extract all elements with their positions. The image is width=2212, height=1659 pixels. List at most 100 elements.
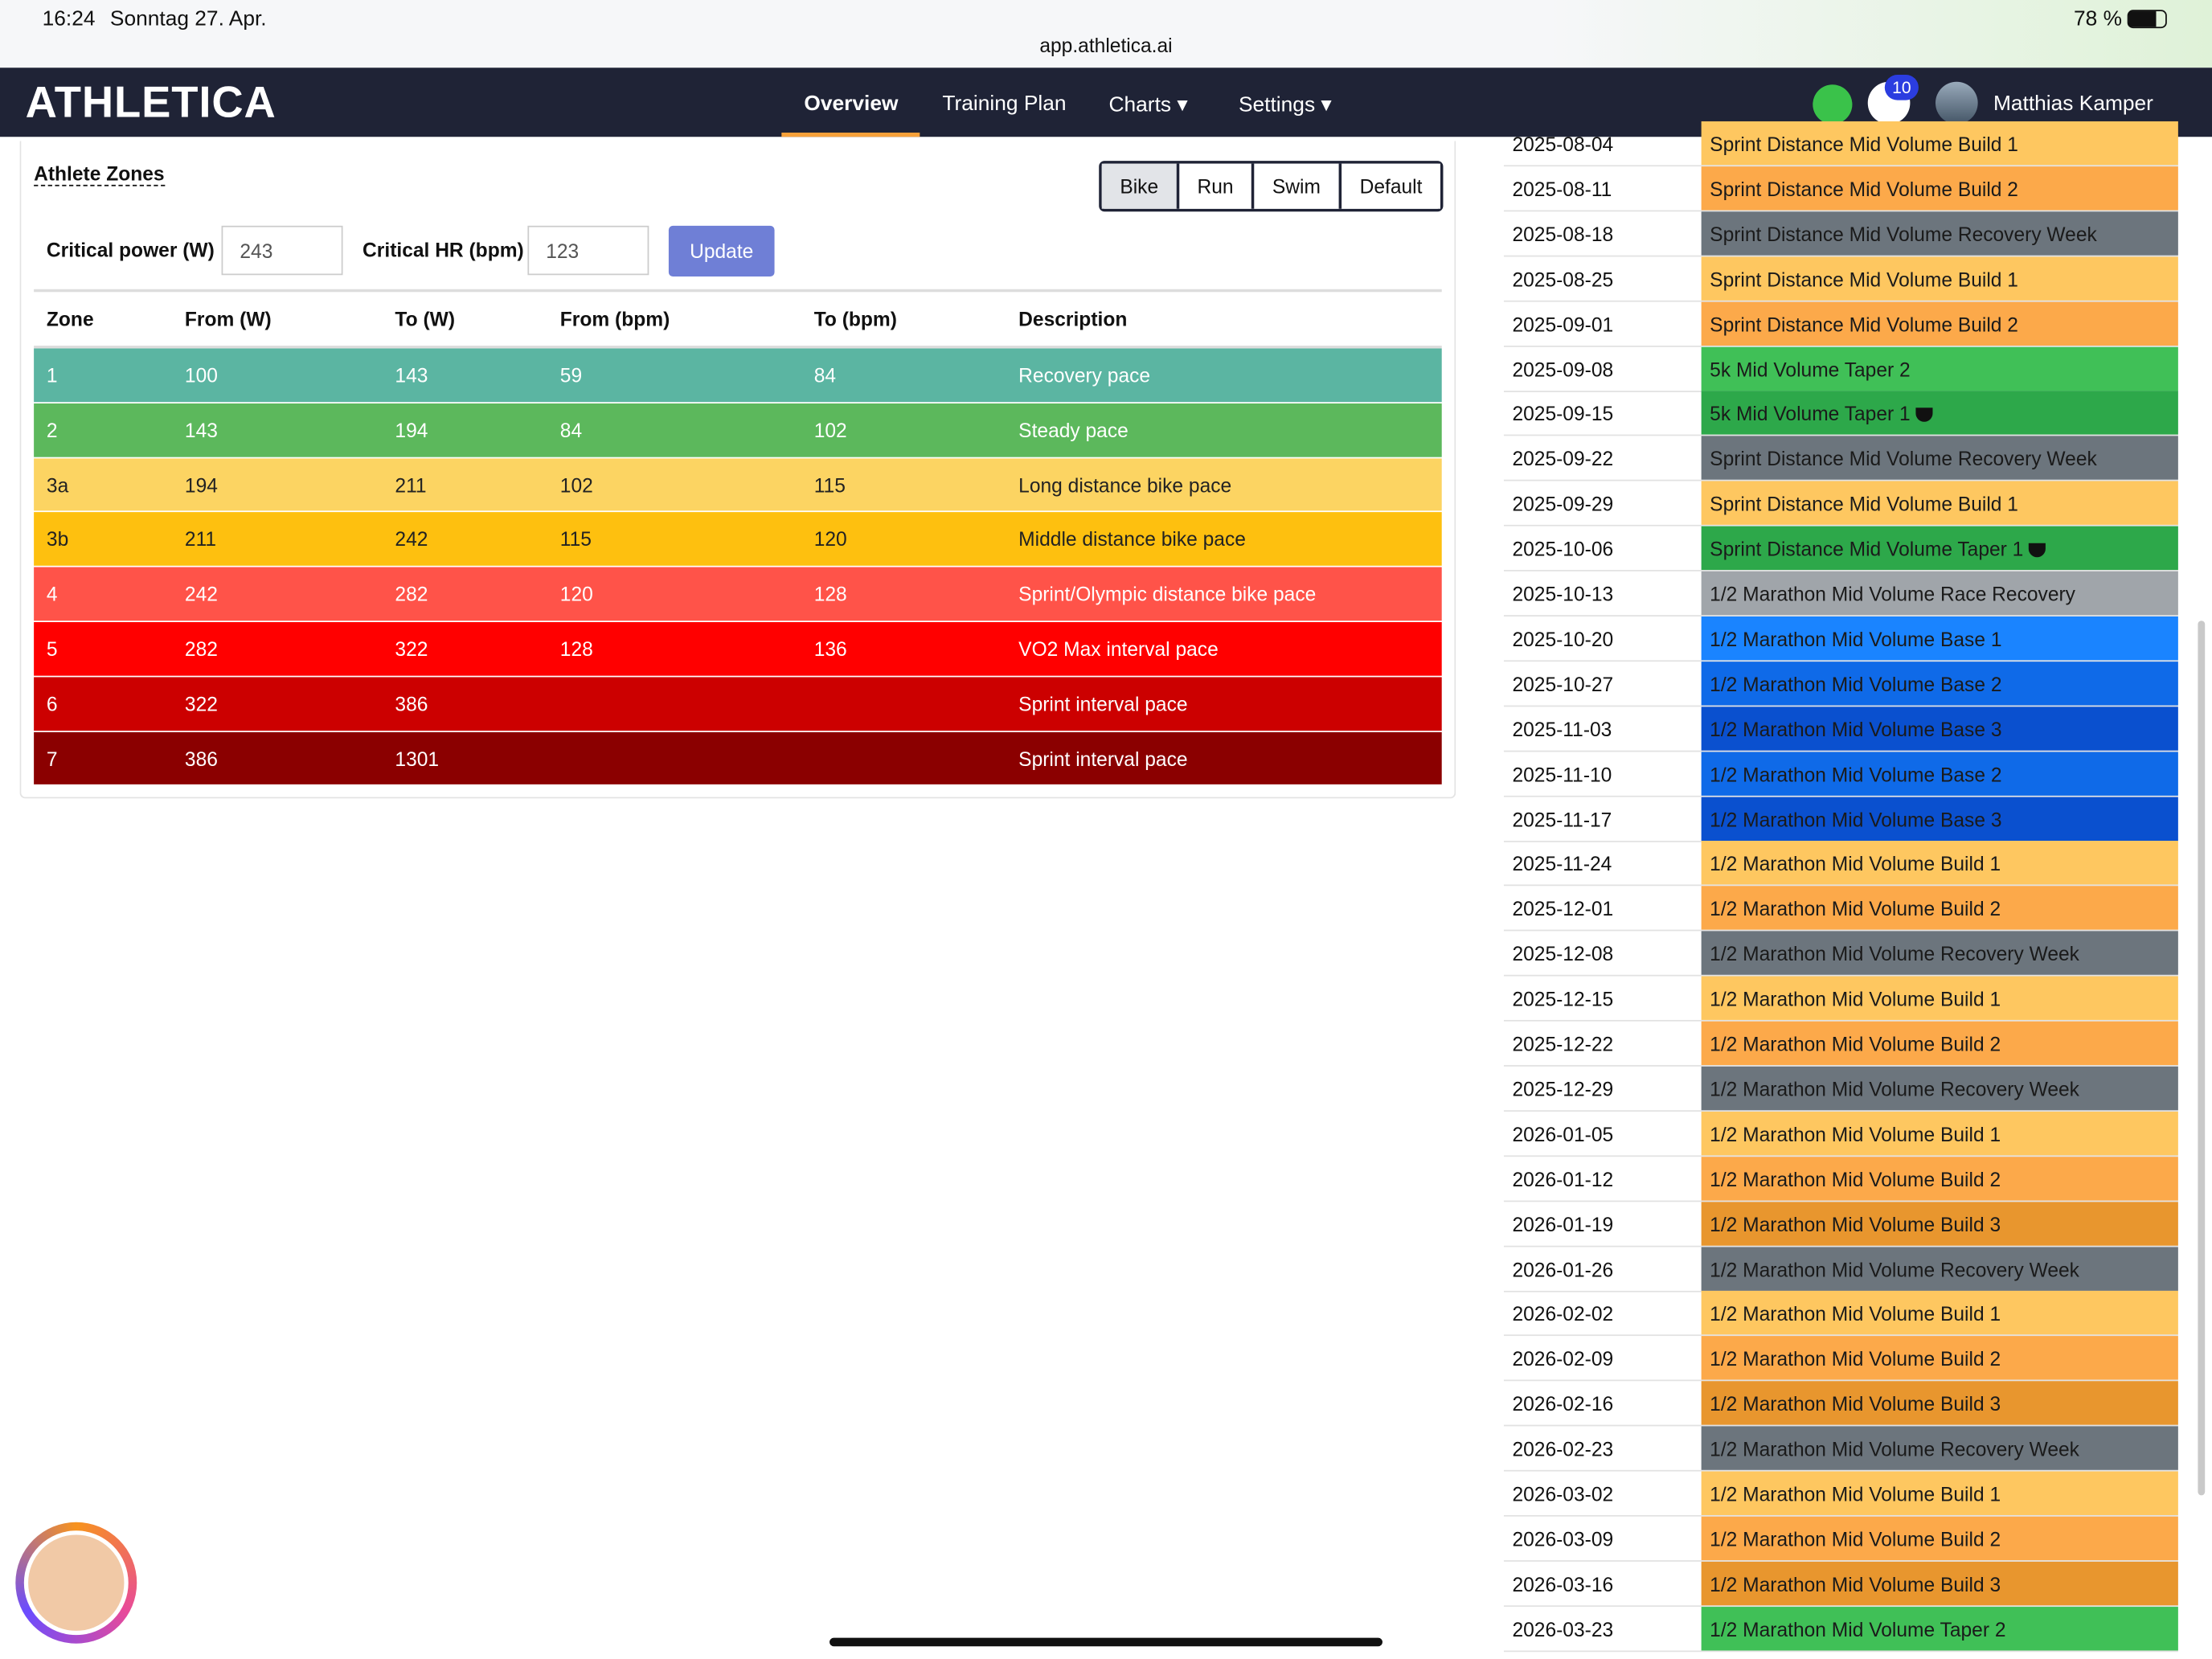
plan-date: 2025-09-08 [1512,357,1614,380]
plan-label[interactable]: Sprint Distance Mid Volume Build 1 [1710,492,2018,515]
plan-label[interactable]: 1/2 Marathon Mid Volume Build 2 [1710,1347,2001,1370]
plan-block[interactable] [1701,841,2178,886]
zone-cell: 143 [395,363,428,387]
status-ok [1813,84,1853,125]
nav-item[interactable]: Training Plan [942,92,1067,116]
plan-label[interactable]: 1/2 Marathon Mid Volume Build 1 [1710,1482,2001,1505]
sport-tab[interactable]: Swim [1251,163,1339,209]
plan-label[interactable]: 1/2 Marathon Mid Volume Build 1 [1710,1302,2001,1325]
plan-label[interactable]: Sprint Distance Mid Volume Recovery Week [1710,447,2097,470]
trophy-icon [2029,543,2046,558]
zone-row [34,348,1442,402]
plan-label[interactable]: 1/2 Marathon Mid Volume Build 3 [1710,1392,2001,1415]
plan-label[interactable]: Sprint Distance Mid Volume Recovery Week [1710,222,2097,246]
plan-block[interactable] [1701,481,2178,526]
plan-label[interactable]: 1/2 Marathon Mid Volume Build 2 [1710,1032,2001,1055]
plan-block[interactable] [1701,661,2178,706]
plan-block[interactable] [1701,571,2178,616]
plan-label[interactable]: 1/2 Marathon Mid Volume Build 1 [1710,1122,2001,1145]
home-indicator [829,1637,1382,1647]
plan-block[interactable] [1701,1561,2178,1605]
plan-row-rule [1503,1200,2178,1202]
plan-block[interactable] [1701,121,2178,166]
plan-block[interactable] [1701,616,2178,661]
plan-label[interactable]: 1/2 Marathon Mid Volume Recovery Week [1710,1077,2079,1100]
plan-block[interactable] [1701,1336,2178,1381]
assistant-avatar[interactable] [15,1522,137,1644]
plan-label[interactable]: 1/2 Marathon Mid Volume Base 1 [1710,627,2002,650]
plan-block[interactable] [1701,526,2178,571]
plan-label[interactable]: 1/2 Marathon Mid Volume Build 1 [1710,852,2001,875]
plan-block[interactable] [1701,751,2178,796]
plan-label[interactable]: 1/2 Marathon Mid Volume Base 2 [1710,762,2002,785]
plan-label[interactable]: 1/2 Marathon Mid Volume Build 1 [1710,987,2001,1010]
plan-block[interactable] [1701,706,2178,751]
plan-block[interactable] [1701,886,2178,931]
plan-block[interactable] [1701,346,2178,391]
plan-label[interactable]: 1/2 Marathon Mid Volume Build 2 [1710,1167,2001,1190]
plan-block[interactable] [1701,931,2178,976]
plan-label[interactable]: 5k Mid Volume Taper 2 [1710,357,1911,380]
plan-block[interactable] [1701,391,2178,436]
zone-cell: 211 [395,473,427,497]
zone-cell: 7 [46,747,58,770]
plan-block[interactable] [1701,1606,2178,1650]
plan-label[interactable]: Sprint Distance Mid Volume Build 2 [1710,177,2018,201]
plan-block[interactable] [1701,796,2178,841]
plan-block[interactable] [1701,211,2178,256]
plan-block[interactable] [1701,976,2178,1021]
plan-label[interactable]: 1/2 Marathon Mid Volume Build 3 [1710,1212,2001,1235]
plan-block[interactable] [1701,1021,2178,1066]
plan-label[interactable]: 1/2 Marathon Mid Volume Base 2 [1710,672,2002,695]
plan-block[interactable] [1701,1246,2178,1291]
plan-label[interactable]: 1/2 Marathon Mid Volume Base 3 [1710,807,2002,830]
plan-block[interactable] [1701,1156,2178,1201]
plan-date: 2026-01-19 [1512,1212,1614,1235]
zone-cell: 282 [395,583,428,606]
plan-label[interactable]: 1/2 Marathon Mid Volume Build 2 [1710,897,2001,920]
plan-label[interactable]: 5k Mid Volume Taper 1 [1710,403,1933,425]
sport-tab[interactable]: Default [1338,163,1440,209]
sport-tab[interactable]: Bike [1101,163,1177,209]
plan-row-rule [1503,1110,2178,1112]
plan-label[interactable]: 1/2 Marathon Mid Volume Recovery Week [1710,1437,2079,1460]
plan-block[interactable] [1701,256,2178,301]
zone-cell: 143 [184,418,218,441]
nav-item[interactable]: Overview [804,92,899,116]
plan-block[interactable] [1701,1066,2178,1111]
plan-label[interactable]: 1/2 Marathon Mid Volume Build 2 [1710,1527,2001,1550]
update-button[interactable]: Update [668,225,775,276]
plan-label[interactable]: 1/2 Marathon Mid Volume Taper 2 [1710,1617,2006,1641]
plan-date: 2026-03-02 [1512,1482,1614,1505]
plan-label[interactable]: 1/2 Marathon Mid Volume Recovery Week [1710,942,2079,965]
plan-date: 2025-08-11 [1512,177,1612,201]
plan-block[interactable] [1701,1426,2178,1470]
table-top-rule [34,289,1442,293]
plan-label[interactable]: Sprint Distance Mid Volume Build 1 [1710,132,2018,156]
url: app.athletica.ai [1039,34,1173,57]
plan-block[interactable] [1701,166,2178,211]
nav-item[interactable]: Charts ▾ [1108,92,1188,117]
cp-input[interactable]: 243 [221,225,343,276]
user-name[interactable]: Matthias Kamper [1993,92,2153,116]
plan-label[interactable]: 1/2 Marathon Mid Volume Build 3 [1710,1572,2001,1596]
plan-label[interactable]: 1/2 Marathon Mid Volume Base 3 [1710,717,2002,740]
plan-block[interactable] [1701,1471,2178,1515]
header-rule [34,345,1442,349]
plan-block[interactable] [1701,1516,2178,1560]
hr-input[interactable]: 123 [527,225,649,276]
plan-block[interactable] [1701,1201,2178,1246]
zone-row [34,403,1442,457]
plan-label[interactable]: 1/2 Marathon Mid Volume Recovery Week [1710,1257,2079,1280]
plan-block[interactable] [1701,1291,2178,1336]
plan-block[interactable] [1701,1381,2178,1425]
plan-label[interactable]: Sprint Distance Mid Volume Build 1 [1710,267,2018,291]
plan-label[interactable]: 1/2 Marathon Mid Volume Race Recovery [1710,582,2075,605]
nav-item[interactable]: Settings ▾ [1238,92,1332,117]
plan-label[interactable]: Sprint Distance Mid Volume Build 2 [1710,312,2018,336]
plan-block[interactable] [1701,436,2178,481]
sport-tab[interactable]: Run [1176,163,1251,209]
plan-label[interactable]: Sprint Distance Mid Volume Taper 1 [1710,538,2046,560]
plan-block[interactable] [1701,301,2178,346]
plan-block[interactable] [1701,1111,2178,1156]
